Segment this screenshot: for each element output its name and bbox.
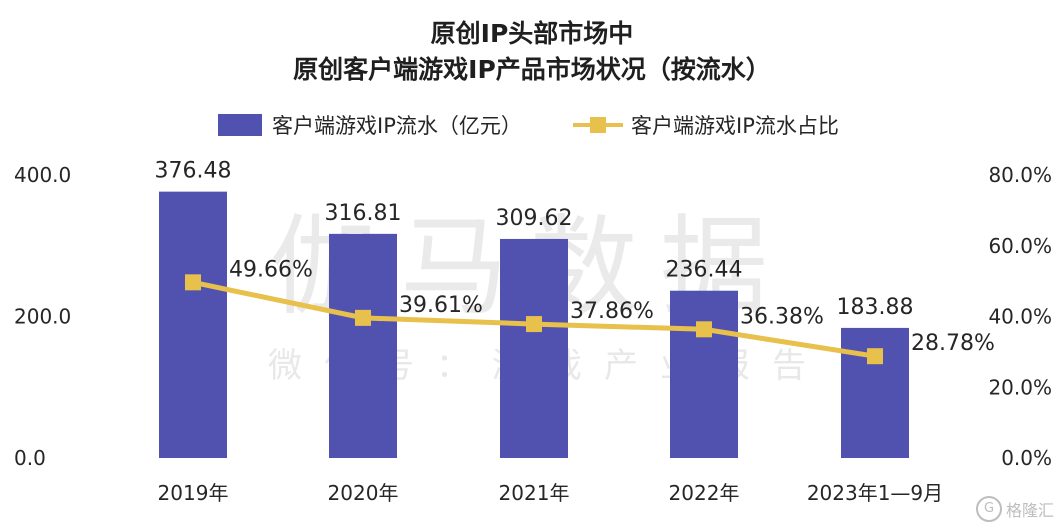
bar — [500, 238, 568, 458]
line-value-label: 49.66% — [229, 257, 313, 282]
legend-item-bar: 客户端游戏IP流水（亿元） — [218, 110, 522, 140]
line-value-label: 36.38% — [740, 304, 824, 329]
x-tick-label: 2021年 — [499, 481, 570, 505]
bar — [841, 327, 909, 458]
legend: 客户端游戏IP流水（亿元） 客户端游戏IP流水占比 — [0, 110, 1064, 144]
bar-value-label: 309.62 — [496, 206, 573, 231]
line-value-label: 28.78% — [911, 331, 995, 356]
x-tick-label: 2019年 — [158, 481, 229, 505]
legend-bar-swatch — [218, 114, 262, 136]
g-logo-icon: G — [975, 496, 1002, 522]
y-right-tick-label: 20.0% — [988, 375, 1052, 399]
line-point — [526, 316, 542, 333]
corner-logo: G 格隆汇 — [975, 496, 1054, 522]
y-left-tick-label: 400.0 — [14, 163, 71, 187]
bar — [159, 191, 227, 459]
legend-line-label: 客户端游戏IP流水占比 — [631, 114, 839, 138]
line-value-label: 39.61% — [399, 293, 483, 318]
x-tick-label: 2022年 — [669, 481, 740, 505]
line-point — [185, 274, 201, 291]
chart-title: 原创IP头部市场中 — [430, 19, 634, 48]
legend-bar-label: 客户端游戏IP流水（亿元） — [272, 114, 522, 138]
legend-item-line: 客户端游戏IP流水占比 — [573, 110, 839, 140]
corner-logo-text: 格隆汇 — [1005, 501, 1054, 520]
x-tick-label: 2023年1—9月 — [807, 481, 943, 505]
line-point — [696, 321, 712, 338]
line-point — [867, 348, 883, 365]
bar — [670, 290, 738, 458]
y-right-tick-label: 60.0% — [988, 234, 1052, 258]
chart-subtitle: 原创客户端游戏IP产品市场状况（按流水） — [293, 55, 771, 84]
line-point — [355, 309, 371, 326]
bar-value-label: 183.88 — [837, 295, 914, 320]
y-right-tick-label: 40.0% — [988, 305, 1052, 329]
y-left-tick-label: 200.0 — [14, 305, 71, 329]
y-right-tick-label: 0.0% — [1001, 446, 1052, 470]
bar-value-label: 376.48 — [155, 159, 232, 184]
y-right-tick-label: 80.0% — [988, 163, 1052, 187]
y-left-tick-label: 0.0 — [14, 446, 46, 470]
legend-line-swatch — [573, 114, 623, 136]
bar-value-label: 316.81 — [325, 201, 402, 226]
line-value-label: 37.86% — [570, 299, 654, 324]
bar — [329, 233, 397, 458]
x-tick-label: 2020年 — [328, 481, 399, 505]
bar-value-label: 236.44 — [666, 258, 743, 283]
